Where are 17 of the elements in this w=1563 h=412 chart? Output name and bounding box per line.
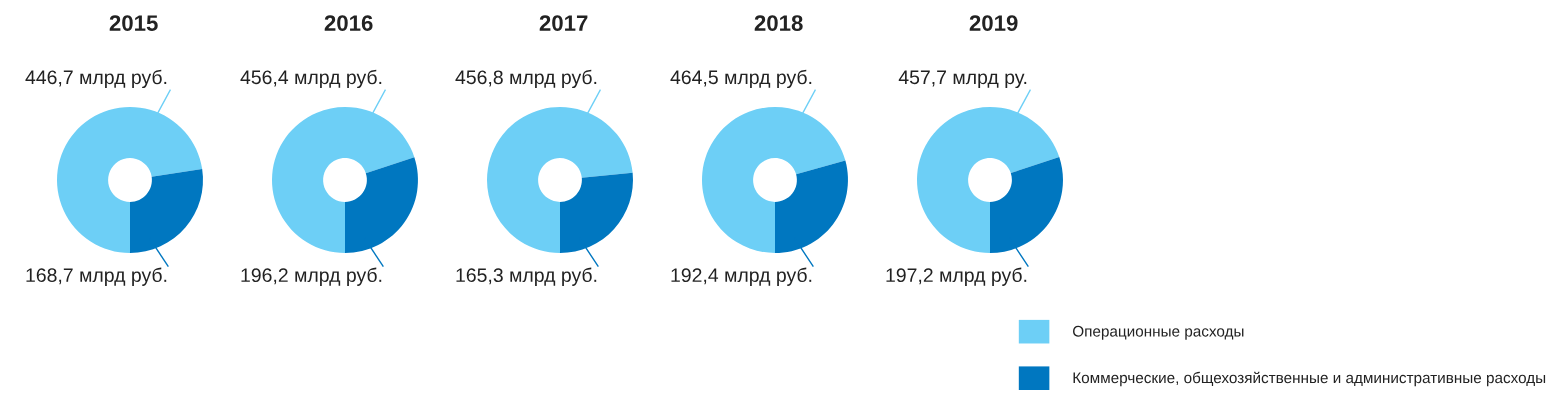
chart-title: 2019 bbox=[969, 15, 1018, 31]
data-label: 456,4 млрд руб. bbox=[240, 69, 382, 89]
data-label: 168,7 млрд руб. bbox=[26, 267, 167, 286]
data-label: 464,5 млрд руб. bbox=[670, 69, 812, 89]
data-label: 196,2 млрд руб. bbox=[241, 267, 382, 286]
data-label: 197,2 млрд руб. bbox=[886, 267, 1027, 286]
chart-title: 2016 bbox=[324, 15, 373, 31]
chart-title: 2015 bbox=[109, 15, 158, 31]
data-label: 446,7 млрд руб. bbox=[25, 69, 167, 89]
data-label: 165,3 млрд руб. bbox=[456, 267, 597, 286]
chart-title: 2017 bbox=[539, 15, 588, 31]
legend-label: Коммерческие, общехозяйственные и административные расходы bbox=[1073, 371, 1546, 387]
data-label: 456,8 млрд руб. bbox=[455, 69, 597, 89]
legend-label: Операционные расходы bbox=[1073, 325, 1244, 340]
data-label: 457,7 млрд ру. bbox=[898, 70, 1027, 89]
chart-title: 2018 bbox=[754, 15, 803, 31]
data-label: 192,4 млрд руб. bbox=[671, 267, 812, 286]
